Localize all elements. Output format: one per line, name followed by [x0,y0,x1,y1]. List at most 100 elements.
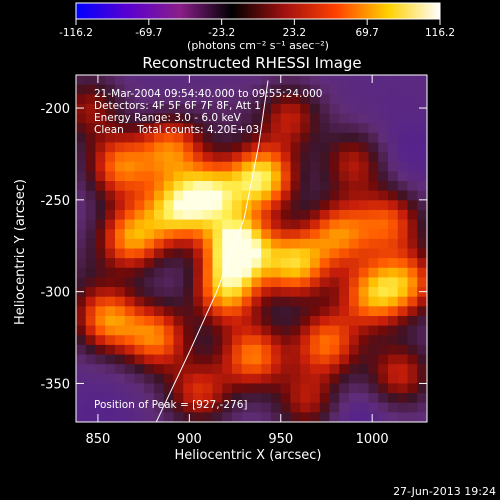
heatmap-cell [290,200,301,211]
heatmap-cell [349,132,360,144]
heatmap-cell [358,315,370,327]
heatmap-cell [95,219,106,230]
heatmap-cell [154,75,165,86]
heatmap-cell [222,94,233,105]
heatmap-cell [95,335,106,346]
heatmap-cell [154,161,165,172]
heatmap-cell [271,296,282,307]
heatmap-cell [261,171,272,182]
heatmap-cell [154,181,165,192]
heatmap-cell [358,200,370,211]
heatmap-cell [388,171,399,182]
heatmap-cell [388,325,399,336]
heatmap-cell [183,344,194,356]
heatmap-cell [212,200,223,211]
heatmap-cell [134,238,145,250]
heatmap-cell [183,306,194,317]
heatmap-cell [329,171,340,182]
heatmap-cell [261,267,272,279]
heatmap-cell [378,142,389,153]
heatmap-cell [329,402,340,413]
heatmap-cell [368,94,379,105]
heatmap-cell [290,373,301,385]
heatmap-cell [310,412,321,422]
heatmap-cell [212,142,223,153]
heatmap-cell [115,344,126,356]
heatmap-cell [105,335,116,346]
heatmap-cell [349,238,360,250]
heatmap-cell [241,171,253,182]
heatmap-cell [329,190,340,201]
heatmap-cell [76,229,87,240]
heatmap-cell [378,364,389,375]
heatmap-cell [95,296,106,307]
heatmap-cell [173,142,184,153]
heatmap-cell [251,229,262,240]
heatmap-cell [358,325,370,336]
heatmap-cell [241,383,253,394]
heatmap-cell [407,238,418,250]
heatmap-cell [144,412,155,422]
heatmap-cell [124,373,136,385]
heatmap-cell [271,219,282,230]
heatmap-cell [193,123,204,134]
heatmap-cell [124,103,136,115]
heatmap-cell [368,238,379,250]
heatmap-cell [397,383,409,394]
heatmap-cell [222,84,233,95]
heatmap-cell [329,238,340,250]
heatmap-cell [378,103,389,115]
heatmap-cell [232,354,243,365]
x-tick-label: 850 [86,432,111,447]
heatmap-cell [232,393,243,404]
heatmap-cell [232,132,243,144]
heatmap-cell [124,161,136,172]
heatmap-cell [417,219,427,230]
heatmap-cell [241,132,253,144]
heatmap-cell [407,354,418,365]
heatmap-cell [183,315,194,327]
heatmap-cell [173,306,184,317]
heatmap-cell [154,200,165,211]
heatmap-cell [329,142,340,153]
heatmap-cell [202,123,214,134]
heatmap-cell [251,344,262,356]
heatmap-cell [251,412,262,422]
heatmap-cell [134,161,145,172]
heatmap-cell [183,161,194,172]
heatmap-cell [310,171,321,182]
heatmap-cell [144,181,155,192]
heatmap-cell [183,132,194,144]
heatmap-cell [300,229,311,240]
heatmap-cell [163,248,175,259]
heatmap-cell [124,132,136,144]
heatmap-cell [212,296,223,307]
heatmap-cell [261,344,272,356]
heatmap-cell [134,344,145,356]
heatmap-cell [134,84,145,95]
heatmap-cell [241,258,253,269]
heatmap-cell [368,113,379,124]
heatmap-cell [144,402,155,413]
heatmap-cell [193,315,204,327]
heatmap-cell [154,123,165,134]
info-energy-range: Energy Range: 3.0 - 6.0 keV [94,112,242,124]
heatmap-cell [115,142,126,153]
heatmap-cell [339,315,350,327]
y-tick-label: -300 [40,286,70,301]
heatmap-cell [212,132,223,144]
heatmap-cell [115,171,126,182]
heatmap-cell [173,412,184,422]
heatmap-cell [349,113,360,124]
heatmap-cell [417,325,427,336]
heatmap-cell [144,344,155,356]
heatmap-cell [397,248,409,259]
heatmap-cell [154,132,165,144]
heatmap-cell [280,258,292,269]
heatmap-cell [124,383,136,394]
heatmap-cell [358,161,370,172]
heatmap-cell [202,152,214,163]
heatmap-cell [241,412,253,422]
heatmap-cell [407,94,418,105]
heatmap-cell [300,364,311,375]
